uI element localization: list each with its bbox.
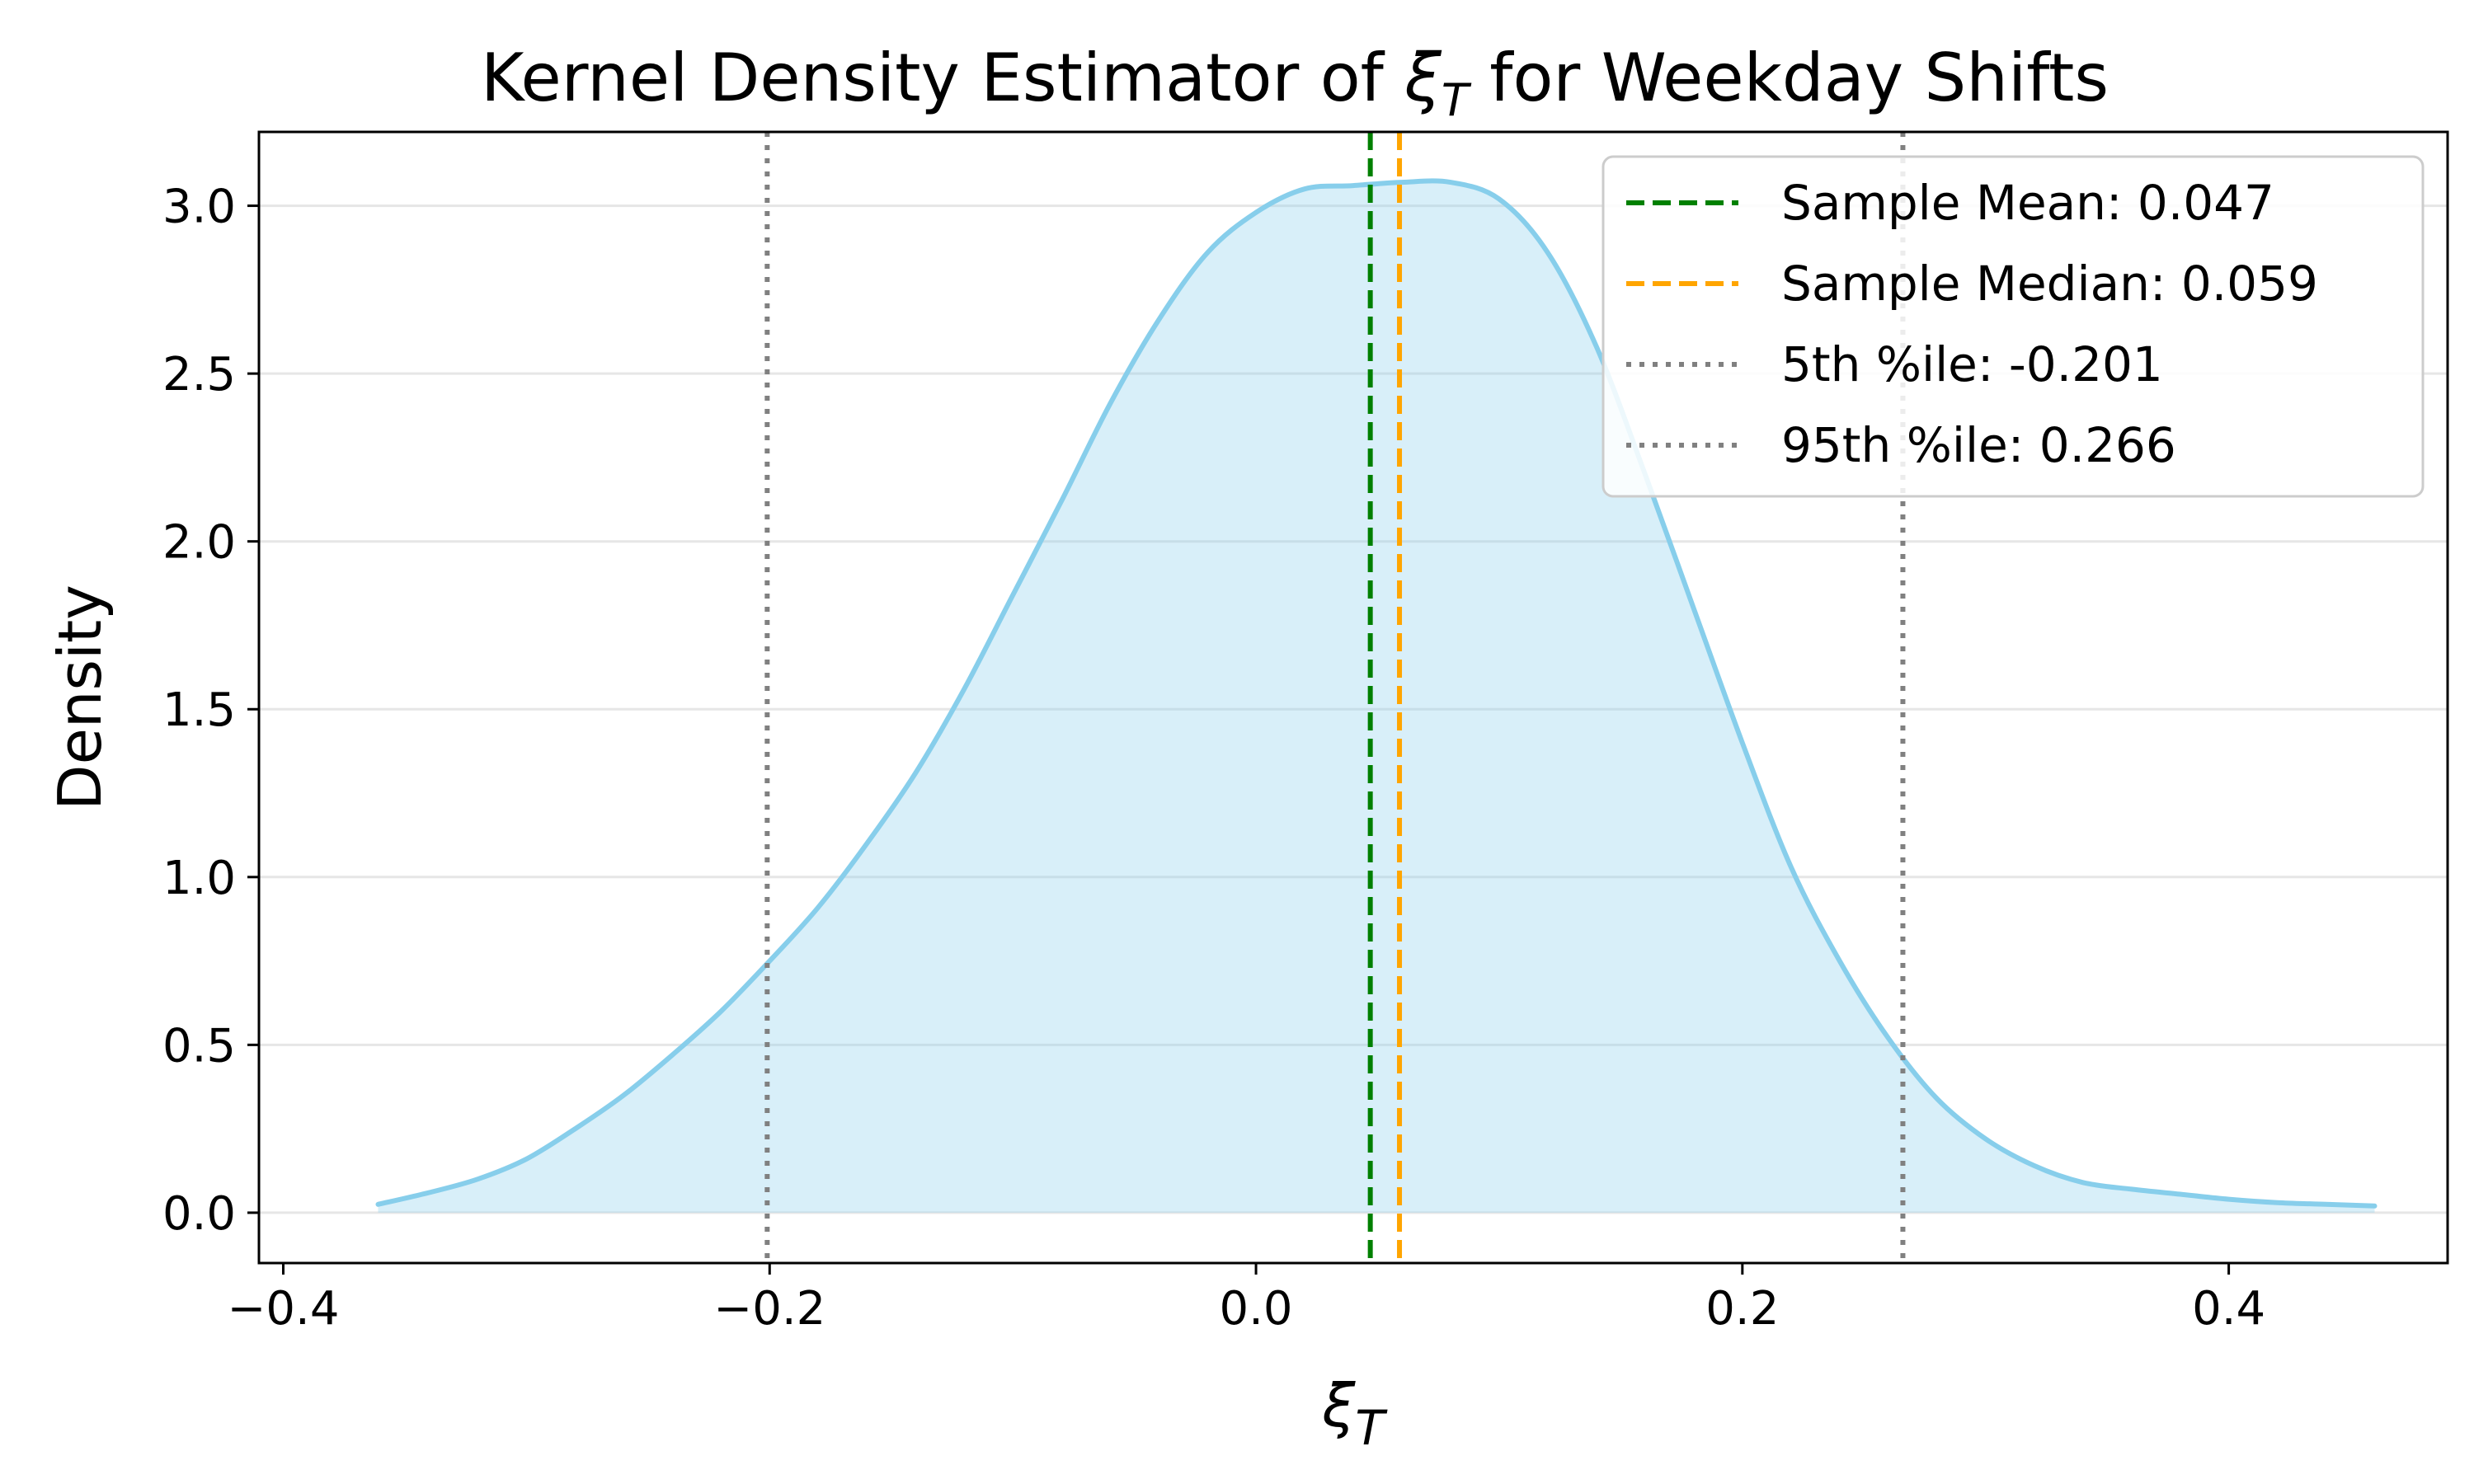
plot-frame	[257, 130, 2449, 1265]
grid-lines	[259, 204, 2448, 1214]
kde-area-fill	[378, 181, 2375, 1213]
y-tick-label-5: 2.5	[162, 348, 236, 402]
legend-label-0: Sample Mean: 0.047	[1781, 175, 2274, 231]
x-axis-ticks: −0.4 −0.2 0.0 0.2 0.4	[227, 1263, 2265, 1336]
y-tick-label-2: 1.0	[162, 852, 236, 905]
y-axis-label: Density	[45, 585, 115, 810]
y-tick-label-0: 0.0	[162, 1187, 236, 1241]
x-tick-label-2: 0.0	[1220, 1282, 1293, 1336]
kde-series	[375, 178, 2378, 1213]
y-tick-label-4: 2.0	[162, 516, 236, 570]
x-tick-label-4: 0.4	[2192, 1282, 2265, 1336]
y-tick-label-6: 3.0	[162, 181, 236, 234]
legend-label-2: 5th %ile: -0.201	[1781, 336, 2163, 392]
kde-line	[375, 178, 2378, 1209]
legend-label-3: 95th %ile: 0.266	[1781, 417, 2176, 473]
y-tick-label-3: 1.5	[162, 683, 236, 737]
legend: Sample Mean: 0.047 Sample Median: 0.059 5t…	[1602, 155, 2425, 498]
x-tick-label-3: 0.2	[1705, 1282, 1779, 1336]
legend-box	[1602, 155, 2425, 498]
chart-title: Kernel Density Estimator of ξT for Weekd…	[481, 40, 2109, 126]
x-axis-label: ξT	[1321, 1371, 1388, 1456]
x-tick-label-0: −0.4	[227, 1282, 339, 1336]
x-tick-label-1: −0.2	[713, 1282, 825, 1336]
y-axis-ticks: 0.0 0.5 1.0 1.5 2.0 2.5 3.0	[162, 181, 259, 1241]
legend-label-1: Sample Median: 0.059	[1781, 256, 2318, 312]
y-tick-label-1: 0.5	[162, 1019, 236, 1073]
